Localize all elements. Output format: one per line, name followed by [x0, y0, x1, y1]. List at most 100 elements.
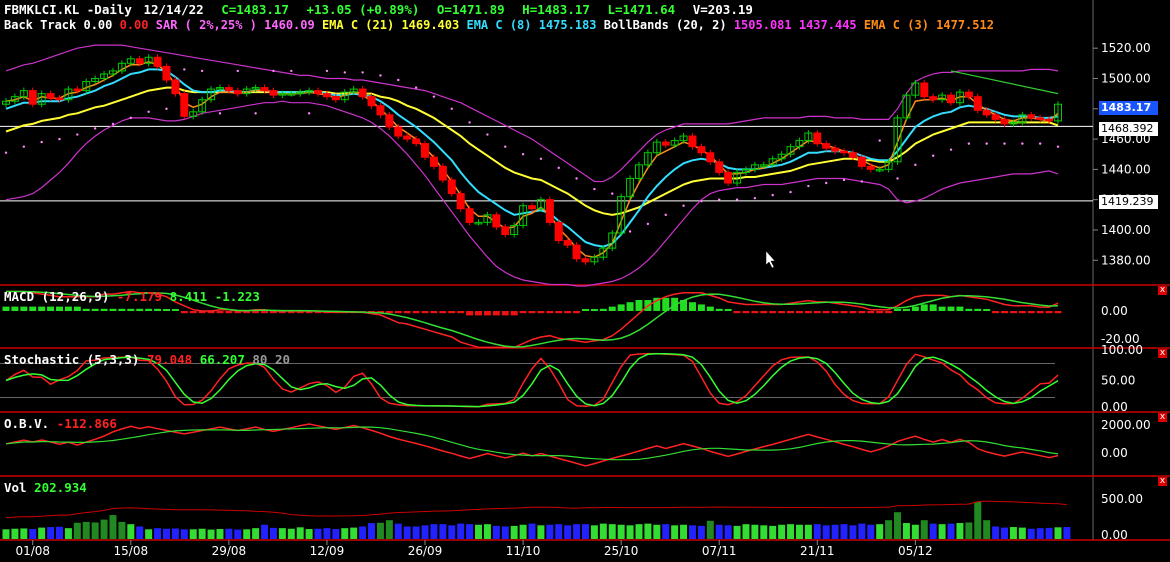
macd-close-button[interactable]: x — [1158, 285, 1167, 295]
volume-bar — [911, 524, 919, 539]
candle-body — [634, 164, 643, 179]
volume-bar — [590, 525, 598, 539]
volume-bar — [555, 524, 563, 539]
volume-bar — [305, 529, 313, 539]
volume-bar — [1018, 527, 1026, 539]
stoch-close-button[interactable]: x — [1158, 348, 1167, 358]
ema8-label: EMA C (8) — [466, 18, 532, 32]
stoch-y-label: 100.00 — [1101, 343, 1143, 357]
volume-bar — [974, 501, 982, 539]
candle-body — [688, 135, 697, 148]
volume-bar — [608, 524, 616, 539]
candle-body — [1009, 121, 1018, 125]
macd-histogram-bar — [929, 304, 937, 311]
volume-bar — [403, 526, 411, 539]
candle-body — [2, 100, 10, 105]
candle-body — [189, 111, 198, 117]
macd-histogram-bar — [778, 311, 786, 314]
macd-histogram-bar — [91, 308, 99, 311]
candle-body — [982, 109, 991, 116]
macd-line — [6, 290, 1059, 349]
candle-body — [643, 152, 652, 166]
candle-body — [938, 94, 947, 101]
volume-bar — [1045, 527, 1053, 539]
volume-bar — [207, 529, 215, 539]
volume-bar — [724, 525, 732, 539]
macd-histogram-bar — [457, 311, 465, 314]
open-value: O=1471.89 — [436, 2, 505, 17]
macd-histogram-bar — [688, 302, 696, 311]
sar-dot — [504, 145, 507, 148]
volume-bar — [760, 525, 768, 539]
macd-histogram-bar — [706, 306, 714, 311]
volume-bar — [1001, 527, 1009, 539]
candle-body — [813, 132, 822, 145]
stoch-k-line — [5, 352, 1059, 408]
macd-histogram-bar — [29, 306, 37, 311]
x-tick-label: 29/08 — [212, 544, 247, 558]
macd-histogram-bar — [546, 311, 554, 314]
volume-bar — [885, 520, 893, 539]
volume-bar — [795, 524, 803, 539]
candle-body — [947, 94, 956, 104]
candle-body — [438, 165, 447, 181]
volume-value: V=203.19 — [692, 2, 753, 17]
volume-bar — [483, 524, 491, 539]
volume-bar — [822, 525, 830, 539]
volume-bar — [546, 524, 554, 539]
x-tick-label: 01/08 — [15, 544, 50, 558]
obv-y-label: 2000.00 — [1101, 418, 1151, 432]
candle-body — [715, 161, 724, 173]
candle-body — [911, 82, 920, 96]
sar-dot — [539, 157, 543, 160]
candle-body — [421, 143, 430, 158]
ema8-value: 1475.183 — [538, 18, 597, 32]
volume-bar — [1027, 528, 1035, 539]
backtrack-value: 0.00 — [119, 18, 149, 32]
volume-bar — [412, 526, 420, 539]
macd-histogram-bar — [243, 311, 251, 314]
candle-body — [697, 146, 706, 154]
last-price-box: 1483.17 — [1099, 101, 1158, 115]
macd-histogram-bar — [127, 308, 135, 311]
vol-close-button[interactable]: x — [1158, 476, 1167, 486]
candle-body — [804, 132, 813, 142]
macd-histogram-bar — [252, 311, 260, 314]
volume-bar — [189, 529, 197, 539]
bb-upper-value: 1505.081 — [733, 18, 792, 32]
volume-bar — [697, 525, 705, 539]
macd-histogram-bar — [564, 311, 572, 314]
obv-close-button[interactable]: x — [1158, 412, 1167, 422]
sar-dot — [40, 140, 43, 144]
y-tick-label: 1440.00 — [1101, 162, 1151, 176]
candle-body — [394, 126, 403, 137]
candle-body — [10, 96, 19, 102]
sar-dot — [468, 121, 471, 124]
candle-body — [536, 199, 545, 210]
sar-dot — [985, 142, 988, 145]
candle-body — [929, 96, 938, 101]
sar-dot — [842, 178, 846, 182]
candle-body — [483, 214, 492, 223]
macd-histogram-bar — [902, 308, 910, 311]
candle-body — [777, 153, 786, 160]
sar-dot — [111, 122, 115, 126]
macd-histogram-bar — [974, 308, 982, 311]
macd-histogram-bar — [956, 306, 964, 311]
header-line-2: Back Track 0.00 0.00 SAR ( 2%,25% ) 1460… — [4, 18, 994, 32]
volume-bar — [457, 523, 465, 539]
candle-body — [893, 117, 902, 163]
macd-histogram-bar — [287, 311, 295, 314]
x-tick-label: 05/12 — [898, 544, 933, 558]
macd-histogram-bar — [911, 306, 919, 311]
macd-histogram-bar — [492, 311, 500, 316]
macd-histogram-bar — [787, 311, 795, 314]
macd-value-2: 8.411 — [169, 289, 208, 304]
candle-body — [162, 65, 171, 81]
sar-dot — [236, 69, 239, 73]
ema3-value: 1477.512 — [936, 18, 994, 32]
volume-bar — [439, 524, 447, 539]
x-tick-label: 21/11 — [800, 544, 835, 558]
sar-dot — [682, 204, 685, 207]
candle-body — [37, 93, 46, 105]
